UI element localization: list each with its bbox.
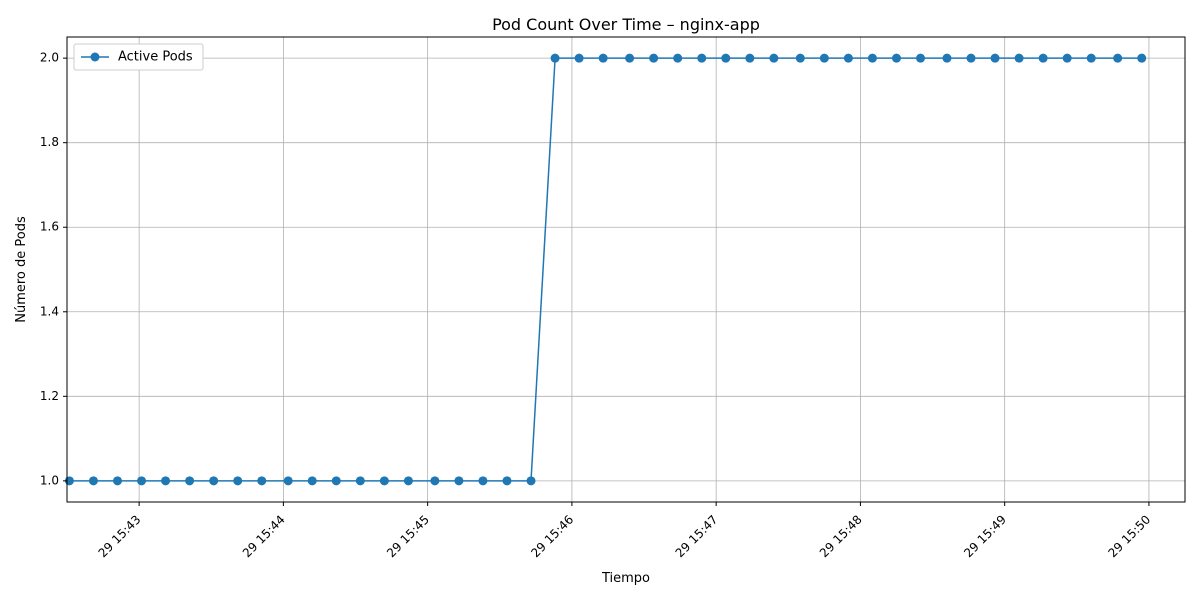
data-point <box>891 53 901 63</box>
x-tick-label: 29 15:48 <box>817 512 865 560</box>
data-point <box>88 476 98 486</box>
data-point <box>233 476 243 486</box>
legend-box <box>73 43 204 71</box>
y-tick-label: 1.8 <box>40 135 59 149</box>
data-point <box>916 53 926 63</box>
data-point <box>673 53 683 63</box>
data-point <box>843 53 853 63</box>
data-point <box>307 476 317 486</box>
legend-label: Active Pods <box>118 50 193 65</box>
data-point <box>574 53 584 63</box>
data-point <box>454 476 464 486</box>
data-point <box>1113 53 1123 63</box>
legend: Active Pods <box>73 43 204 71</box>
x-tick-label: 29 15:50 <box>1105 512 1153 560</box>
x-axis-label: Tiempo <box>601 571 650 586</box>
data-point <box>1038 53 1048 63</box>
data-point <box>990 53 1000 63</box>
data-point <box>502 476 512 486</box>
data-point <box>867 53 877 63</box>
data-point <box>1062 53 1072 63</box>
x-tick-label: 29 15:44 <box>240 512 288 560</box>
data-point <box>185 476 195 486</box>
data-point <box>745 53 755 63</box>
x-tick-label: 29 15:47 <box>673 512 721 560</box>
data-point <box>161 476 171 486</box>
data-point <box>430 476 440 486</box>
data-point <box>625 53 635 63</box>
x-tick-label: 29 15:46 <box>528 512 576 560</box>
data-point <box>379 476 389 486</box>
y-tick-label: 1.4 <box>40 304 59 318</box>
grid-lines <box>67 37 1185 502</box>
data-point <box>403 476 413 486</box>
x-tick-label: 29 15:45 <box>384 512 432 560</box>
data-point <box>649 53 659 63</box>
data-point <box>137 476 147 486</box>
data-point <box>283 476 293 486</box>
y-tick-label: 1.6 <box>40 220 59 234</box>
data-point <box>526 476 536 486</box>
data-point <box>112 476 122 486</box>
series-line <box>69 57 1142 482</box>
data-point <box>550 53 560 63</box>
series-layer <box>64 53 1147 486</box>
chart-title: Pod Count Over Time – nginx-app <box>492 15 760 34</box>
data-point <box>697 53 707 63</box>
x-tick-label: 29 15:43 <box>96 512 144 560</box>
plot-frame <box>66 36 1186 503</box>
data-point <box>795 53 805 63</box>
y-tick-label: 2.0 <box>40 51 59 65</box>
data-point <box>1014 53 1024 63</box>
data-point <box>257 476 267 486</box>
y-tick-label: 1.0 <box>40 473 59 487</box>
data-point <box>209 476 219 486</box>
data-point <box>819 53 829 63</box>
axis-ticks: 29 15:43 29 15:44 29 15:45 29 15:46 29 15:47… <box>40 51 1153 561</box>
x-tick-label: 29 15:49 <box>961 512 1009 560</box>
legend-marker <box>90 52 100 62</box>
data-point <box>355 476 365 486</box>
data-point <box>1137 53 1147 63</box>
data-point <box>769 53 779 63</box>
data-point <box>478 476 488 486</box>
data-point <box>942 53 952 63</box>
y-tick-label: 1.2 <box>40 389 59 403</box>
y-axis-label: Número de Pods <box>14 216 29 323</box>
data-point <box>721 53 731 63</box>
data-point <box>966 53 976 63</box>
data-point <box>1086 53 1096 63</box>
data-point <box>331 476 341 486</box>
data-point <box>598 53 608 63</box>
